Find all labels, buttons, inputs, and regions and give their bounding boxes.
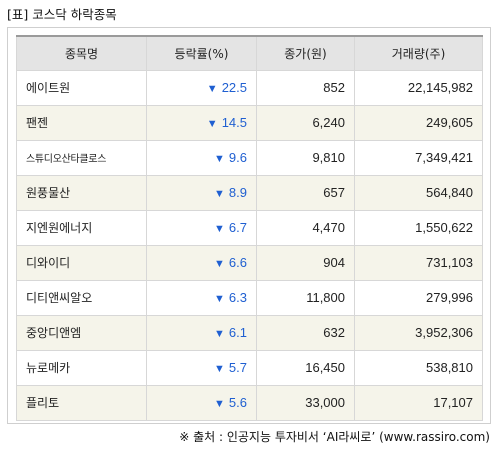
table-row: 뉴로메카 ▼ 5.7 16,450 538,810 [16, 349, 483, 386]
change-rate: ▼ 6.6 [146, 244, 257, 281]
down-arrow-icon: ▼ [214, 398, 225, 410]
change-rate-value: 6.1 [228, 325, 247, 340]
close-price: 4,470 [256, 209, 355, 246]
down-arrow-icon: ▼ [206, 118, 218, 130]
down-arrow-icon: ▼ [214, 223, 225, 235]
stock-table: 종목명 등락률(%) 종가(원) 거래량(주) 에이트원 ▼ 22.5 852 2… [16, 35, 483, 421]
down-arrow-icon: ▼ [214, 363, 225, 375]
change-rate: ▼ 5.7 [146, 349, 257, 386]
change-rate: ▼ 5.6 [146, 384, 257, 421]
trade-volume: 7,349,421 [354, 139, 483, 176]
close-price: 6,240 [256, 104, 355, 141]
table-row: 스튜디오산타클로스 ▼ 9.6 9,810 7,349,421 [16, 139, 483, 176]
stock-name: 팬젠 [16, 104, 147, 141]
table-header-row: 종목명 등락률(%) 종가(원) 거래량(주) [16, 35, 483, 71]
trade-volume: 731,103 [354, 244, 483, 281]
table-row: 디와이디 ▼ 6.6 904 731,103 [16, 244, 483, 281]
change-rate: ▼ 22.5 [146, 69, 257, 106]
change-rate-value: 5.7 [228, 360, 247, 375]
change-rate: ▼ 14.5 [146, 104, 257, 141]
stock-name: 지엔원에너지 [16, 209, 147, 246]
stock-name: 중앙디앤엠 [16, 314, 147, 351]
change-rate: ▼ 8.9 [146, 174, 257, 211]
trade-volume: 3,952,306 [354, 314, 483, 351]
table-row: 팬젠 ▼ 14.5 6,240 249,605 [16, 104, 483, 141]
close-price: 11,800 [256, 279, 355, 316]
stock-name: 스튜디오산타클로스 [16, 139, 147, 176]
change-rate-value: 22.5 [221, 80, 247, 95]
change-rate-value: 9.6 [228, 150, 247, 165]
trade-volume: 564,840 [354, 174, 483, 211]
trade-volume: 249,605 [354, 104, 483, 141]
stock-name: 디와이디 [16, 244, 147, 281]
change-rate-value: 5.6 [228, 395, 247, 410]
header-volume: 거래량(주) [354, 35, 483, 71]
change-rate: ▼ 6.7 [146, 209, 257, 246]
header-price: 종가(원) [256, 35, 355, 71]
change-rate-value: 6.6 [228, 255, 247, 270]
down-arrow-icon: ▼ [214, 153, 225, 165]
table-row: 디티앤씨알오 ▼ 6.3 11,800 279,996 [16, 279, 483, 316]
page-title: [표] 코스닥 하락종목 [7, 7, 117, 22]
table-row: 플리토 ▼ 5.6 33,000 17,107 [16, 384, 483, 421]
close-price: 904 [256, 244, 355, 281]
trade-volume: 1,550,622 [354, 209, 483, 246]
table-row: 에이트원 ▼ 22.5 852 22,145,982 [16, 69, 483, 106]
change-rate: ▼ 6.3 [146, 279, 257, 316]
trade-volume: 17,107 [354, 384, 483, 421]
source-note: ※ 출처 : 인공지능 투자비서 ‘AI라씨로’ (www.rassiro.co… [179, 430, 490, 444]
change-rate: ▼ 6.1 [146, 314, 257, 351]
close-price: 657 [256, 174, 355, 211]
change-rate-value: 6.7 [228, 220, 247, 235]
close-price: 33,000 [256, 384, 355, 421]
change-rate-value: 8.9 [228, 185, 247, 200]
close-price: 9,810 [256, 139, 355, 176]
change-rate-value: 14.5 [221, 115, 247, 130]
header-rate: 등락률(%) [146, 35, 257, 71]
close-price: 852 [256, 69, 355, 106]
down-arrow-icon: ▼ [214, 293, 225, 305]
stock-name: 플리토 [16, 384, 147, 421]
stock-name: 뉴로메카 [16, 349, 147, 386]
table-row: 중앙디앤엠 ▼ 6.1 632 3,952,306 [16, 314, 483, 351]
stock-name: 원풍물산 [16, 174, 147, 211]
trade-volume: 22,145,982 [354, 69, 483, 106]
table-frame: 종목명 등락률(%) 종가(원) 거래량(주) 에이트원 ▼ 22.5 852 2… [7, 27, 491, 424]
down-arrow-icon: ▼ [214, 258, 225, 270]
down-arrow-icon: ▼ [214, 328, 225, 340]
change-rate-value: 6.3 [228, 290, 247, 305]
trade-volume: 538,810 [354, 349, 483, 386]
table-row: 지엔원에너지 ▼ 6.7 4,470 1,550,622 [16, 209, 483, 246]
change-rate: ▼ 9.6 [146, 139, 257, 176]
stock-name: 디티앤씨알오 [16, 279, 147, 316]
down-arrow-icon: ▼ [214, 188, 225, 200]
table-row: 원풍물산 ▼ 8.9 657 564,840 [16, 174, 483, 211]
down-arrow-icon: ▼ [206, 83, 218, 95]
close-price: 16,450 [256, 349, 355, 386]
stock-name: 에이트원 [16, 69, 147, 106]
header-name: 종목명 [16, 35, 147, 71]
trade-volume: 279,996 [354, 279, 483, 316]
close-price: 632 [256, 314, 355, 351]
